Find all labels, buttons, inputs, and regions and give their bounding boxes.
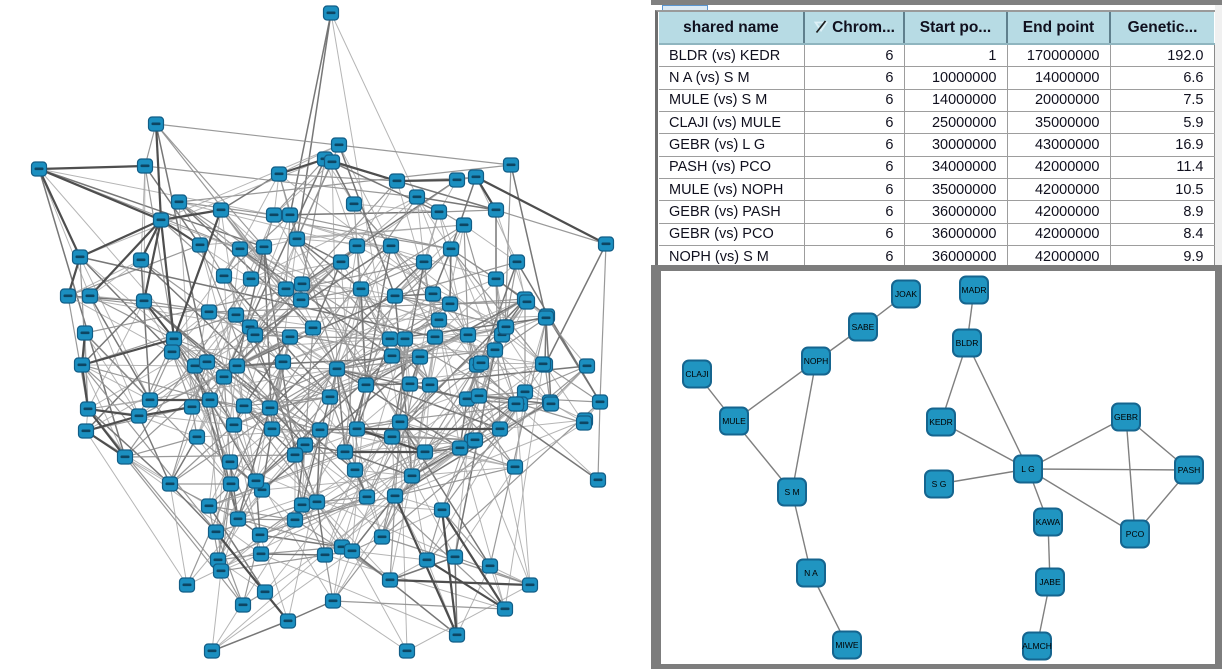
svg-text:JOAK: JOAK: [895, 289, 918, 299]
svg-text:SABE: SABE: [852, 322, 875, 332]
svg-text:S M: S M: [784, 487, 799, 497]
svg-text:MADR: MADR: [961, 285, 986, 295]
svg-text:S G: S G: [932, 479, 947, 489]
svg-text:KEDR: KEDR: [929, 417, 953, 427]
svg-text:PCO: PCO: [1126, 529, 1145, 539]
svg-text:CLAJI: CLAJI: [685, 369, 708, 379]
svg-text:KAWA: KAWA: [1036, 517, 1061, 527]
svg-text:MIWE: MIWE: [835, 640, 858, 650]
svg-text:GEBR: GEBR: [1114, 412, 1138, 422]
svg-text:N A: N A: [804, 568, 818, 578]
svg-text:JABE: JABE: [1039, 577, 1061, 587]
svg-text:NOPH: NOPH: [804, 356, 829, 366]
svg-text:PASH: PASH: [1178, 465, 1201, 475]
svg-text:MULE: MULE: [722, 416, 746, 426]
svg-text:ALMCH: ALMCH: [1022, 641, 1052, 651]
svg-text:L G: L G: [1021, 464, 1034, 474]
svg-text:BLDR: BLDR: [956, 338, 979, 348]
